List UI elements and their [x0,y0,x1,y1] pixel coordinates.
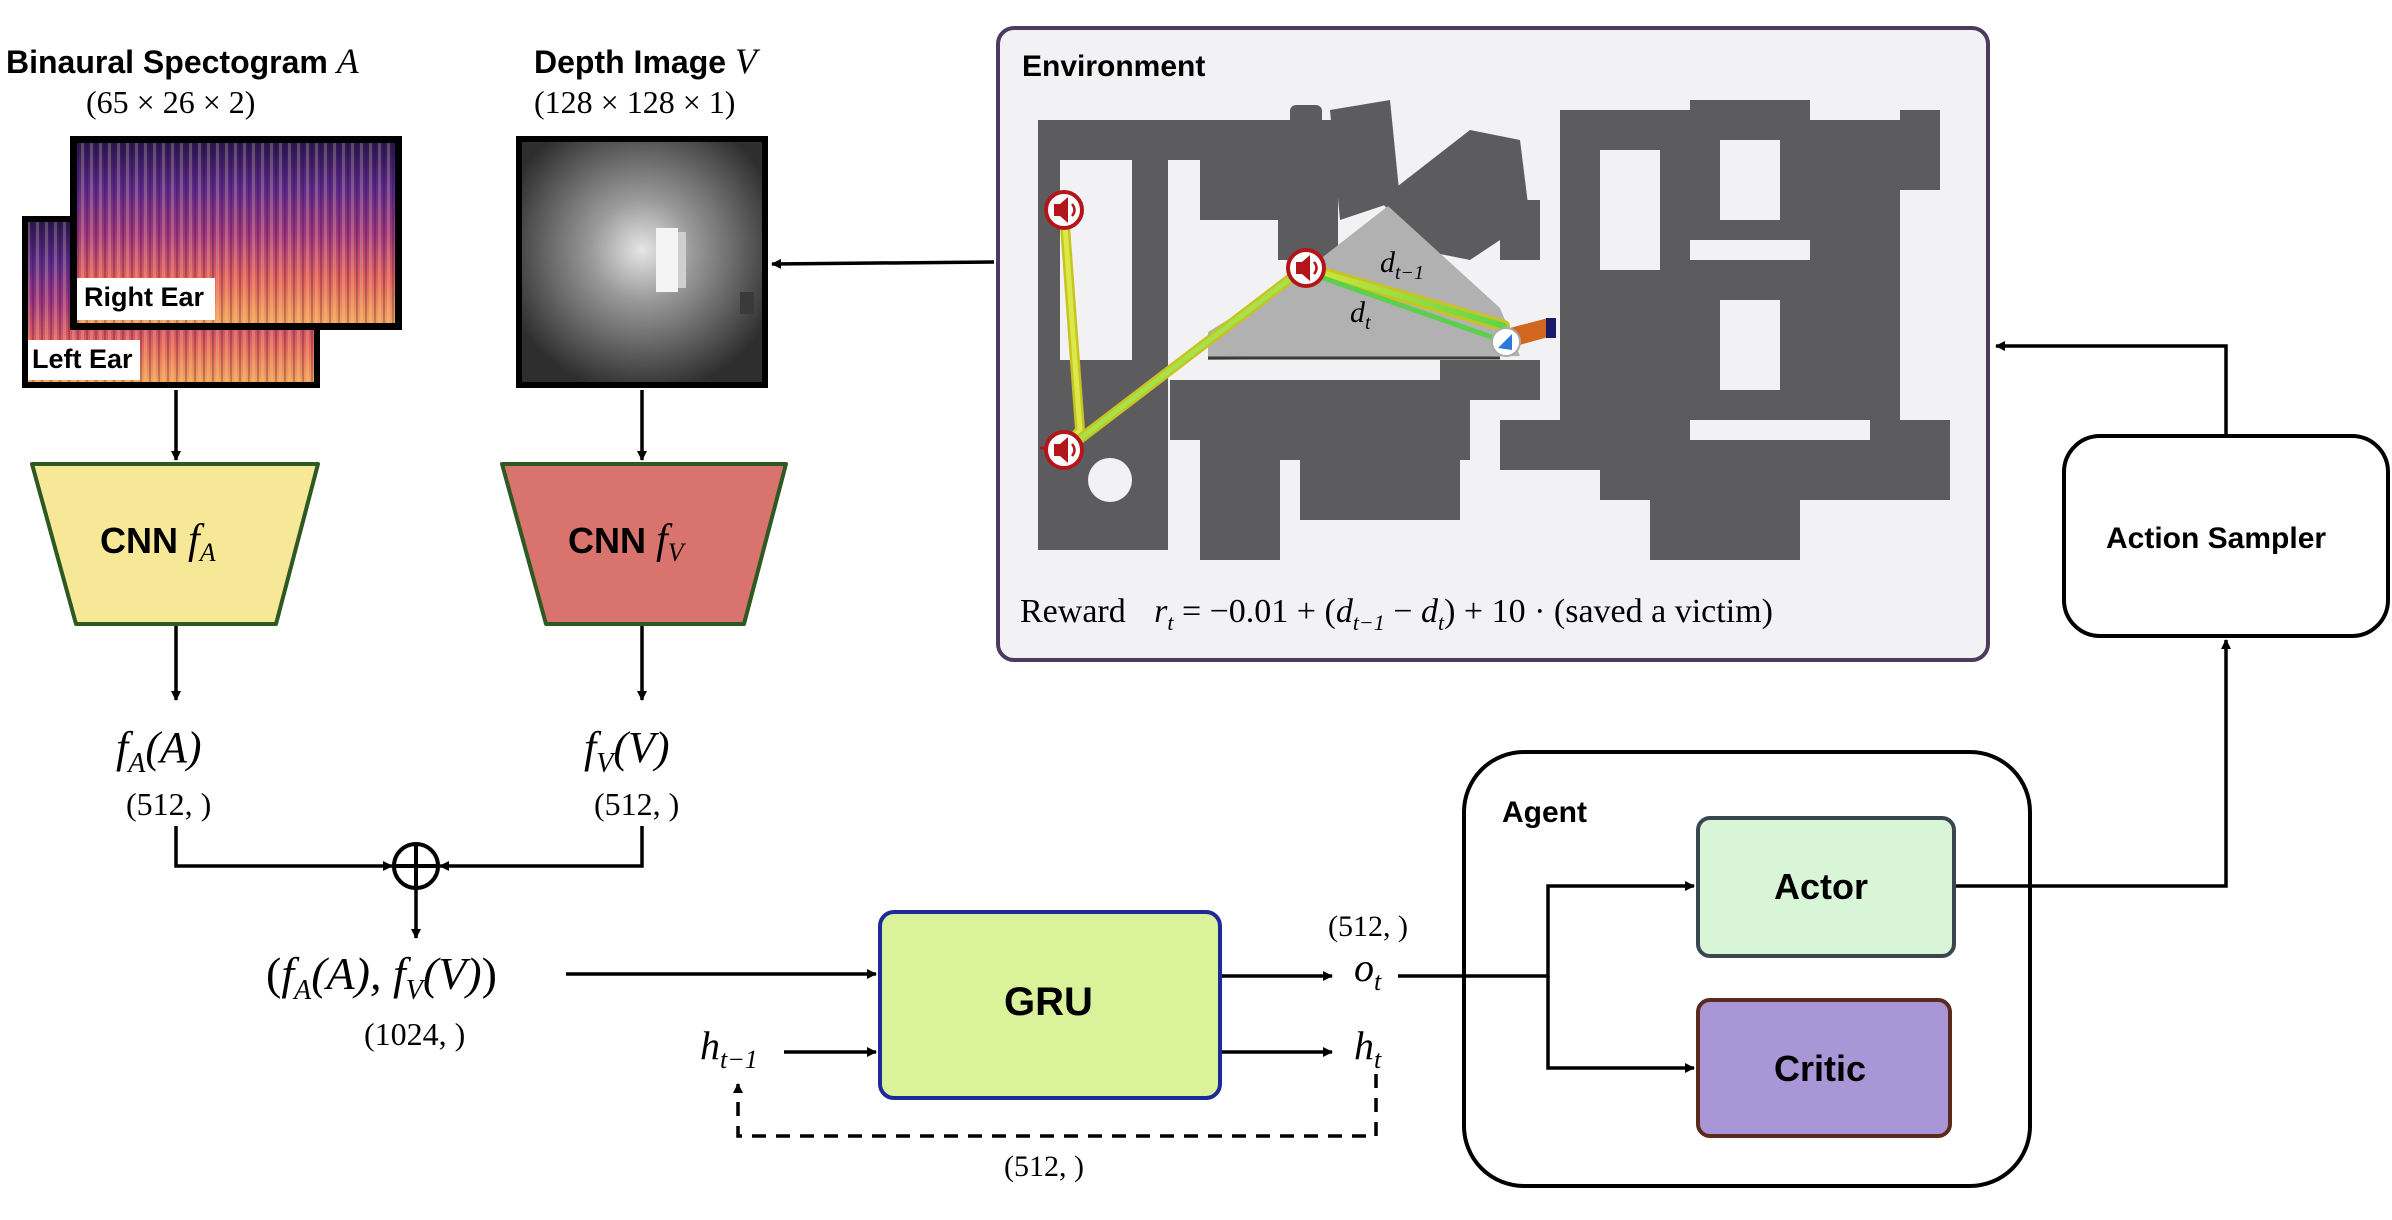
depth-feature-arg: (V) [613,723,670,772]
ot-sub: t [1374,967,1382,996]
cnn-depth-shape [500,462,788,626]
ot-var: o [1354,945,1374,990]
ot-shape: (512, ) [1328,910,1408,943]
audio-title-var: A [336,41,359,81]
ht-label: ht [1354,1022,1381,1075]
d-cur-var: d [1350,296,1365,329]
recurrent-loop-arrow [733,1074,1378,1138]
audio-feature-sub: A [128,747,146,779]
cnn-depth-func: f [656,517,668,563]
concat-a1: (A), [311,948,393,999]
reward-minus: − [1384,593,1421,630]
audio-feature-shape: (512, ) [126,786,212,822]
concat-s2: V [405,975,423,1007]
depth-feature-sub: V [596,747,614,779]
speaker-icon [1286,248,1326,288]
depth-image [516,136,768,388]
audio-feature-arg: (A) [145,723,202,772]
d-cur-sub: t [1365,312,1371,334]
environment-title: Environment [1022,50,1206,83]
ht-sub: t [1374,1045,1382,1074]
gru-label: GRU [1004,980,1093,1024]
depth-feature-func: f [584,723,597,772]
reward-eq1: = −0.01 + ( [1173,593,1336,630]
action-sampler-label: Action Sampler [2106,522,2327,555]
depth-shape: (128 × 128 × 1) [534,84,736,120]
audio-feature-func: f [116,723,129,772]
cnn-audio-label: CNN fA [100,516,216,568]
d-prev-label: dt−1 [1380,246,1424,285]
cnn-audio-shape [30,462,320,626]
d-prev-var: d [1380,246,1395,279]
arrow-depth-feature-to-concat [439,826,644,871]
victim-paths [1057,207,1510,457]
arrow-ot-to-critic [1546,976,1695,1073]
actor-box [1696,816,1956,958]
depth-feature-shape: (512, ) [594,786,680,822]
critic-label: Critic [1774,1048,1867,1089]
reward-word: Reward [1020,593,1126,630]
cnn-depth-sub: V [667,538,684,568]
concat-close: ) [481,948,497,999]
arrow-actor-to-sampler [1956,639,2231,888]
right-ear-spectrogram [70,136,402,330]
concat-f1: f [281,948,295,999]
left-ear-label: Left Ear [32,344,133,374]
ot-label: ot [1354,944,1381,997]
arrow-ot-to-actor [1398,881,1695,978]
concat-f2: f [392,948,406,999]
concat-s1: A [294,975,312,1007]
h-prev-label: ht−1 [700,1022,758,1075]
cnn-audio-text: CNN [100,520,178,561]
reward-d2: d [1420,593,1438,630]
ht-var: h [1354,1023,1374,1068]
audio-feature-label: fA(A) [116,722,202,780]
reward-r: r [1154,593,1168,630]
speaker-icon [1040,430,1084,470]
agent-marker-icon [1491,318,1556,357]
audio-title-text: Binaural Spectogram [6,44,328,80]
depth-title: Depth Image V [534,40,757,82]
reward-d1-sub: t−1 [1352,609,1385,635]
d-prev-sub: t−1 [1395,262,1425,284]
arrow-audio-feature-to-concat [174,826,393,871]
depth-title-var: V [734,41,757,81]
concat-open: ( [266,948,282,999]
arrow-sampler-to-environment [1995,341,2228,434]
reward-formula: Reward rt = −0.01 + (dt−1 − dt) + 10 · (… [1020,592,1773,636]
reward-r-sub: t [1167,609,1174,635]
concat-operator [392,842,440,890]
reward-eq2: ) + 10 · (saved a victim) [1444,593,1773,630]
right-ear-label: Right Ear [84,282,205,312]
gru-box [878,910,1222,1100]
loop-shape: (512, ) [1004,1150,1084,1183]
action-sampler-box [2062,434,2390,638]
agent-title: Agent [1502,796,1587,829]
speaker-icon [1044,190,1084,230]
audio-title: Binaural Spectogram A [6,40,359,82]
reward-d1: d [1335,593,1353,630]
reward-d2-sub: t [1437,609,1445,635]
audio-shape: (65 × 26 × 2) [86,84,256,120]
h-prev-sub: t−1 [720,1045,758,1074]
cnn-audio-sub: A [199,538,216,568]
concat-a2: (V) [422,948,482,999]
cnn-depth-label: CNN fV [568,516,684,568]
concat-vector-label: (fA(A), fV(V)) [266,946,497,1007]
actor-label: Actor [1774,866,1869,907]
h-prev-var: h [700,1023,720,1068]
d-cur-label: dt [1350,296,1371,335]
cnn-depth-text: CNN [568,520,646,561]
critic-box [1696,998,1952,1138]
depth-title-text: Depth Image [534,44,727,80]
cnn-audio-func: f [188,517,200,563]
concat-shape: (1024, ) [364,1016,466,1052]
arrow-environment-to-depth [771,258,995,269]
depth-feature-label: fV(V) [584,722,670,780]
